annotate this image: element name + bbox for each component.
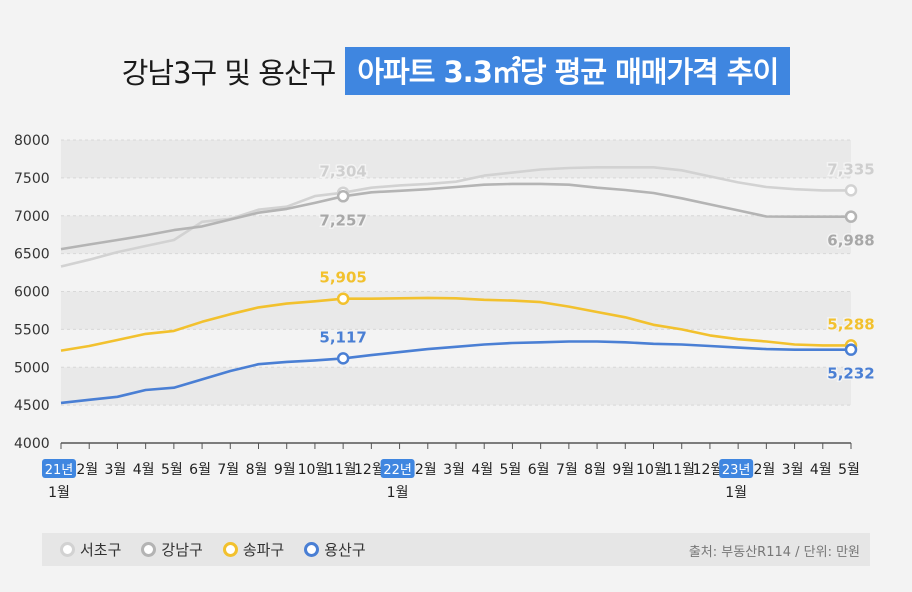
year-badge <box>380 459 415 478</box>
x-tick-label: 3월 <box>105 462 127 478</box>
x-tick-label: 1월 <box>48 485 70 501</box>
data-point-marker <box>844 184 858 197</box>
year-badge <box>719 459 754 478</box>
year-badge-label: 21년 <box>45 463 74 478</box>
legend: 서초구 강남구 송파구 용산구 <box>42 533 870 566</box>
x-tick-label: 9월 <box>274 462 296 478</box>
y-tick-label: 8000 <box>14 133 50 149</box>
y-tick-label: 6500 <box>14 247 50 263</box>
x-tick-label: 6월 <box>189 462 211 478</box>
data-point-marker <box>336 352 350 365</box>
year-badge-label: 23년 <box>722 463 751 478</box>
data-point-marker <box>844 343 858 356</box>
y-tick-label: 5000 <box>14 360 50 376</box>
x-tick-label: 10월 <box>298 462 329 478</box>
y-tick-label: 7000 <box>14 209 50 225</box>
chart-title-highlight: 아파트 3.3㎡당 평균 매매가격 추이 <box>345 47 791 95</box>
legend-label-yongsan: 용산구 <box>324 541 366 559</box>
y-tick-label: 4500 <box>14 398 50 414</box>
data-point-marker <box>336 190 350 203</box>
x-tick-label: 6월 <box>528 462 550 478</box>
series-line-3 <box>60 340 851 405</box>
x-tick-label: 3월 <box>443 462 465 478</box>
data-label: 5,905 <box>319 269 366 287</box>
x-tick-label: 10월 <box>636 462 667 478</box>
data-label: 5,288 <box>827 315 874 333</box>
legend-marker-songpa <box>222 542 238 557</box>
x-tick-label: 4월 <box>133 462 155 478</box>
y-tick-label: 6000 <box>14 285 50 301</box>
legend-marker-seocho <box>60 542 75 557</box>
legend-item-yongsan: 용산구 <box>304 539 366 560</box>
y-tick-label: 5500 <box>14 322 50 338</box>
data-label: 5,232 <box>827 365 874 383</box>
x-tick-label: 4월 <box>471 462 493 478</box>
data-point-marker <box>336 292 350 305</box>
x-tick-label: 11월 <box>326 462 357 478</box>
legend-marker-gangnam <box>141 542 157 557</box>
x-tick-label: 1월 <box>725 485 747 501</box>
legend-marker-yongsan <box>304 542 320 557</box>
x-tick-label: 12월 <box>354 462 385 478</box>
x-tick-label: 5월 <box>161 462 183 478</box>
line-chart: 4000 4500 5000 5500 6000 6500 7000 7500 8000 21년 1… <box>14 133 876 501</box>
x-tick-label: 5월 <box>500 462 522 478</box>
x-tick-label: 8월 <box>246 462 268 478</box>
source-note: 출처: 부동산R114 / 단위: 만원 <box>688 545 860 560</box>
data-label: 7,304 <box>319 163 366 181</box>
x-tick-label: 2월 <box>753 462 775 478</box>
data-label: 5,117 <box>319 328 366 346</box>
legend-item-gangnam: 강남구 <box>141 539 203 560</box>
x-tick-label: 12월 <box>693 462 724 478</box>
grid-band <box>61 215 851 254</box>
legend-item-seocho: 서초구 <box>60 539 121 560</box>
series-line-2 <box>60 296 851 352</box>
x-tick-label: 5월 <box>838 462 860 478</box>
x-tick-label: 9월 <box>612 462 634 478</box>
grid-band <box>61 367 851 406</box>
year-badge <box>42 459 76 478</box>
series-line-1 <box>60 182 851 251</box>
legend-label-songpa: 송파구 <box>242 541 285 559</box>
x-tick-label: 1월 <box>387 485 409 501</box>
x-tick-label: 2월 <box>76 462 98 478</box>
x-tick-label: 8월 <box>584 462 606 478</box>
x-tick-label: 2월 <box>415 462 437 478</box>
chart-title: 강남3구 및 용산구 <box>121 56 337 90</box>
y-tick-label: 4000 <box>14 436 50 452</box>
x-tick-label: 3월 <box>782 462 804 478</box>
data-label: 7,257 <box>319 211 366 229</box>
x-tick-label: 11월 <box>664 462 695 478</box>
legend-item-songpa: 송파구 <box>222 539 285 560</box>
y-tick-label: 7500 <box>14 171 50 187</box>
grid-band <box>61 140 851 178</box>
data-point-marker <box>844 210 858 223</box>
x-tick-label: 4월 <box>810 462 832 478</box>
data-label: 6,988 <box>827 232 874 250</box>
x-tick-label: 7월 <box>217 462 239 478</box>
x-tick-label: 7월 <box>556 462 578 478</box>
title-row: 강남3구 및 용산구 아파트 3.3㎡당 평균 매매가격 추이 <box>0 46 912 96</box>
legend-label-seocho: 서초구 <box>80 541 122 559</box>
legend-label-gangnam: 강남구 <box>161 541 203 559</box>
year-badge-label: 22년 <box>383 463 412 478</box>
data-label: 7,335 <box>827 160 874 178</box>
